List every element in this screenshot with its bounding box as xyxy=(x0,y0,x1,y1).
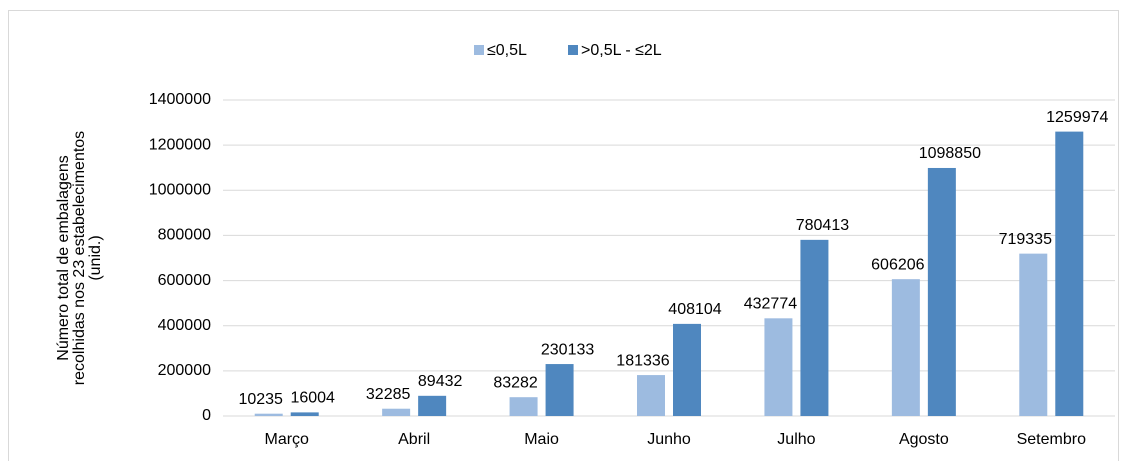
bar xyxy=(545,364,574,416)
y-tick-label: 1000000 xyxy=(149,182,211,199)
y-tick-label: 800000 xyxy=(158,227,211,244)
data-label: 432774 xyxy=(744,296,797,313)
y-tick-label: 400000 xyxy=(158,317,211,334)
data-label: 89432 xyxy=(418,373,463,390)
bar xyxy=(927,167,956,416)
legend-label: ≤0,5L xyxy=(487,42,527,59)
bar xyxy=(418,395,447,416)
data-label: 780413 xyxy=(796,217,849,234)
data-label: 10235 xyxy=(238,391,283,408)
y-axis-label-line: recolhidas nos 23 estabelecimentos xyxy=(71,131,88,385)
data-label: 32285 xyxy=(366,386,411,403)
y-tick-label: 600000 xyxy=(158,272,211,289)
bar xyxy=(800,239,829,416)
x-tick-label: Março xyxy=(264,431,309,448)
y-tick-label: 1200000 xyxy=(149,136,211,153)
y-tick-label: 0 xyxy=(202,407,211,424)
data-label: 16004 xyxy=(290,390,335,407)
y-tick-label: 1400000 xyxy=(149,91,211,108)
x-tick-label: Agosto xyxy=(899,431,949,448)
bar xyxy=(891,279,920,416)
data-label: 83282 xyxy=(493,374,538,391)
y-tick-label: 200000 xyxy=(158,362,211,379)
legend-label: >0,5L - ≤2L xyxy=(581,42,662,59)
bar xyxy=(637,375,665,416)
bar xyxy=(673,323,701,416)
bar xyxy=(509,397,538,416)
y-axis-label-line: Número total de embalagens xyxy=(55,155,72,360)
x-tick-label: Maio xyxy=(524,431,559,448)
data-label: 1098850 xyxy=(919,145,981,162)
bar xyxy=(382,408,411,416)
x-tick-label: Junho xyxy=(647,431,691,448)
bar xyxy=(254,413,283,416)
x-tick-label: Setembro xyxy=(1017,431,1086,448)
data-label: 606206 xyxy=(871,256,924,273)
data-label: 408104 xyxy=(668,301,721,318)
bar xyxy=(1055,131,1084,416)
x-tick-label: Abril xyxy=(398,431,430,448)
bar xyxy=(290,412,319,416)
bar xyxy=(1019,253,1048,416)
bar xyxy=(764,318,793,416)
y-axis-label-line: (unid.) xyxy=(87,235,104,280)
legend-swatch xyxy=(474,45,484,55)
legend-swatch xyxy=(568,45,578,55)
data-label: 719335 xyxy=(999,231,1052,248)
x-tick-label: Julho xyxy=(777,431,815,448)
data-label: 181336 xyxy=(616,352,669,369)
data-label: 230133 xyxy=(541,341,594,358)
data-label: 1259974 xyxy=(1046,109,1108,126)
